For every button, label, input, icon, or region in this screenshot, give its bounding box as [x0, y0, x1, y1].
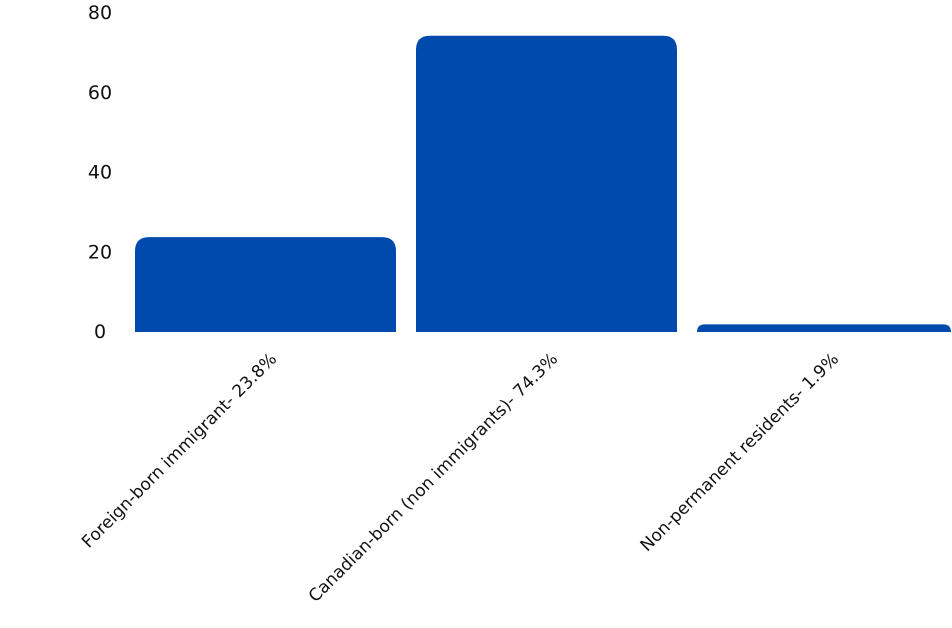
y-tick-label: 20 — [88, 241, 112, 263]
y-tick-label: 40 — [88, 162, 112, 184]
x-tick-label: Foreign-born immigrant- 23.8% — [78, 349, 281, 552]
y-tick-label: 60 — [88, 82, 112, 104]
bar — [416, 35, 677, 332]
y-tick-label: 0 — [94, 321, 106, 343]
x-axis: Foreign-born immigrant- 23.8% Canadian-bo… — [78, 349, 843, 606]
x-tick-label: Non-permanent residents- 1.9% — [637, 349, 843, 555]
bars-group — [135, 35, 951, 332]
bar — [697, 324, 951, 332]
y-axis: 0 20 40 60 80 — [88, 2, 112, 343]
y-tick-label: 80 — [88, 2, 112, 24]
x-tick-label: Canadian-born (non immigrants)- 74.3% — [305, 349, 562, 606]
bar — [135, 237, 396, 332]
